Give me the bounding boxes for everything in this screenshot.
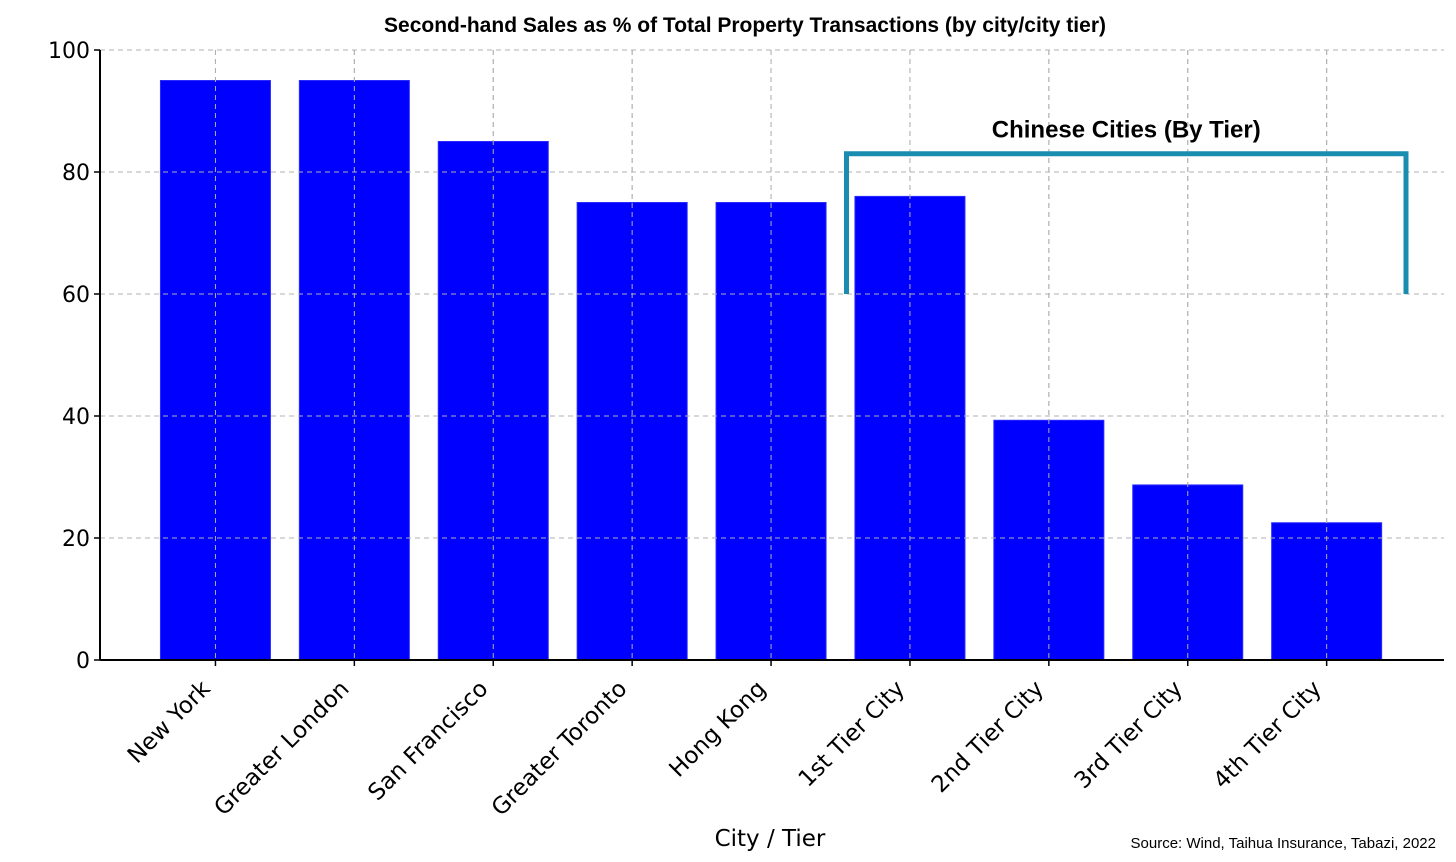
x-tick-label: Hong Kong — [664, 676, 771, 783]
annotation: Chinese Cities (By Tier) — [844, 117, 1409, 294]
annotation-label: Chinese Cities (By Tier) — [992, 117, 1261, 144]
x-tick-label: San Francisco — [363, 676, 493, 806]
y-tick-label: 40 — [62, 405, 90, 430]
x-tick-label: 2nd Tier City — [927, 676, 1049, 798]
y-tick-label: 20 — [62, 527, 90, 552]
y-tick-label: 60 — [62, 283, 90, 308]
x-tick-label: Greater London — [209, 676, 354, 821]
y-tick-label: 0 — [76, 649, 90, 674]
axes — [94, 49, 1444, 666]
y-tick-label: 100 — [48, 39, 90, 64]
chinese-cities-bracket — [844, 151, 1409, 294]
x-axis-title: City / Tier — [715, 826, 826, 852]
y-tick-labels: 0 20 40 60 80 100 — [48, 39, 90, 674]
source-note: Source: Wind, Taihua Insurance, Tabazi, … — [1131, 835, 1436, 852]
bars — [100, 49, 1444, 661]
chart-title: Second-hand Sales as % of Total Property… — [384, 14, 1106, 37]
x-tick-label: 1st Tier City — [794, 676, 910, 792]
y-tick-label: 80 — [62, 161, 90, 186]
x-tick-label: New York — [123, 675, 216, 768]
x-tick-label: Greater Toronto — [487, 676, 633, 822]
x-tick-label: 3rd Tier City — [1070, 676, 1188, 794]
x-tick-label: 4th Tier City — [1209, 676, 1327, 794]
